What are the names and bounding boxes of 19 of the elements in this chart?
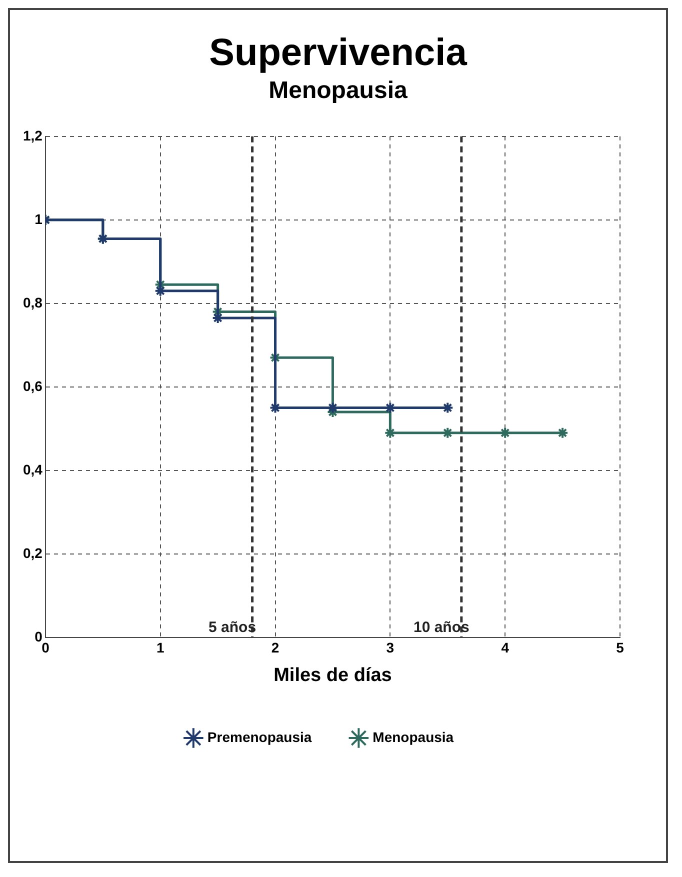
ref-line-label: 10 años — [413, 619, 470, 636]
legend-label: Premenopausia — [207, 728, 312, 745]
chart-subtitle: Menopausia — [268, 77, 408, 105]
x-axis-title: Miles de días — [274, 664, 392, 686]
x-tick-label: 2 — [271, 640, 280, 656]
y-tick-label: 0,4 — [22, 461, 43, 478]
y-tick-label: 0,8 — [22, 294, 43, 310]
chart-title: Supervivencia — [208, 32, 468, 75]
y-tick-label: 0,6 — [22, 378, 43, 394]
legend-label: Menopausia — [372, 728, 454, 745]
x-tick-label: 3 — [386, 640, 394, 656]
y-tick-label: 0 — [34, 628, 43, 644]
y-tick-label: 1 — [34, 210, 43, 227]
x-tick-label: 1 — [156, 640, 164, 656]
x-tick-label: 4 — [501, 640, 510, 656]
y-tick-label: 0,2 — [22, 544, 43, 561]
y-tick-label: 1,2 — [22, 127, 43, 144]
x-tick-label: 5 — [616, 640, 624, 656]
ref-line-label: 5 años — [208, 619, 256, 636]
